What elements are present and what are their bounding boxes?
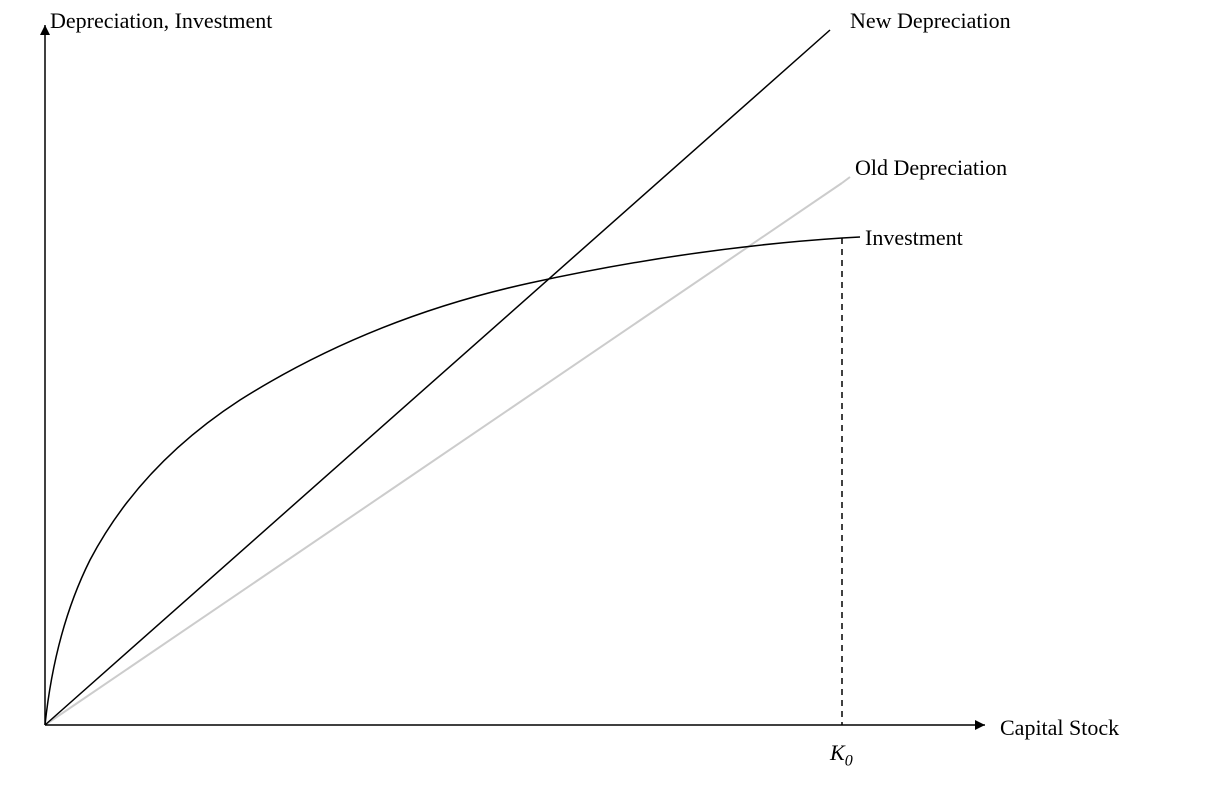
chart-svg [0, 0, 1210, 804]
investment-label: Investment [865, 225, 963, 251]
k0-label: K0 [830, 740, 853, 770]
old-depreciation-label: Old Depreciation [855, 155, 1007, 181]
k0-sub: 0 [845, 752, 853, 769]
solow-diagram: Depreciation, Investment Capital Stock N… [0, 0, 1210, 804]
k0-base: K [830, 740, 845, 765]
new-depreciation-label: New Depreciation [850, 8, 1011, 34]
x-axis-label: Capital Stock [1000, 715, 1119, 741]
y-axis-label: Depreciation, Investment [50, 8, 272, 34]
